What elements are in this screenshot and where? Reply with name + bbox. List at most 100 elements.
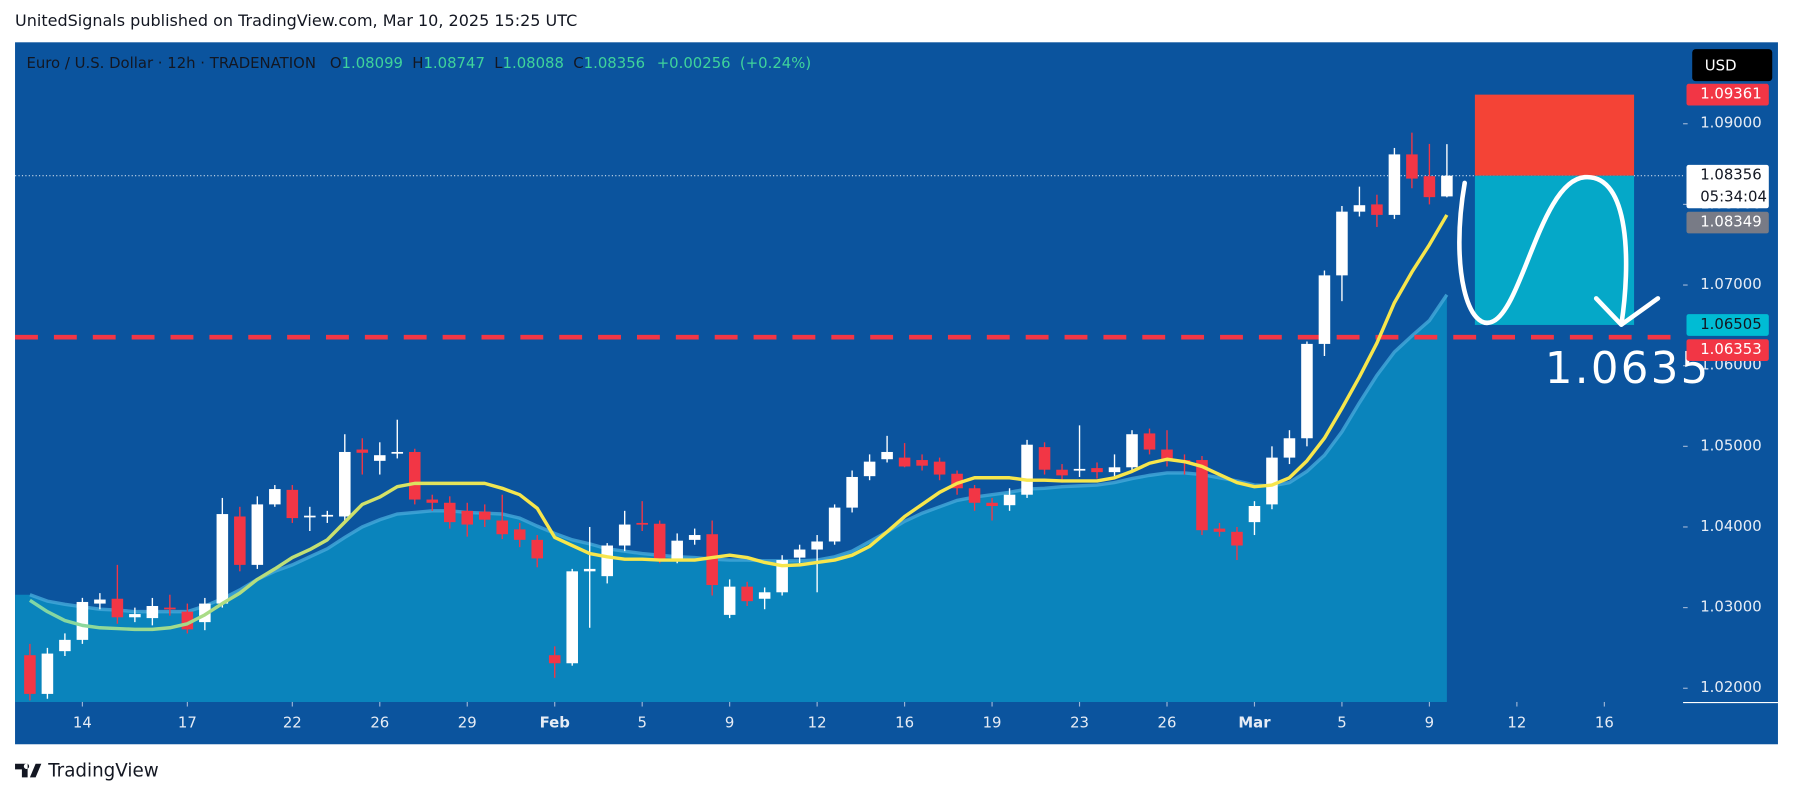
candle-body bbox=[286, 489, 299, 519]
candle-body bbox=[164, 607, 176, 610]
y-tick-label: 1.04000 bbox=[1700, 517, 1761, 535]
x-tick-label: 12 bbox=[1507, 714, 1526, 732]
x-tick-label: Feb bbox=[540, 714, 570, 732]
candle-body bbox=[443, 502, 456, 523]
candle-body bbox=[776, 560, 788, 593]
candle-body bbox=[111, 598, 124, 618]
x-tick-label: 16 bbox=[1595, 714, 1614, 732]
candle-body bbox=[304, 515, 316, 518]
y-tick-label: 1.05000 bbox=[1700, 436, 1761, 454]
y-tick-label: 1.02000 bbox=[1700, 678, 1761, 696]
candle-body bbox=[41, 653, 54, 694]
candle-body bbox=[234, 516, 246, 565]
overlay bbox=[1474, 94, 1635, 325]
candle-body bbox=[653, 523, 666, 561]
candle-body bbox=[1091, 468, 1103, 473]
ohlc-key: H bbox=[412, 54, 423, 72]
price-tag-label: 1.06505 bbox=[1700, 315, 1761, 333]
candle-body bbox=[409, 451, 421, 500]
candle-body bbox=[321, 514, 334, 517]
candle-body bbox=[1336, 211, 1348, 276]
candle-body bbox=[1056, 469, 1068, 476]
ohlc-key: O bbox=[330, 54, 342, 72]
candle-body bbox=[1423, 176, 1436, 198]
candle-body bbox=[146, 605, 159, 619]
candle-body bbox=[496, 520, 509, 535]
stop-zone bbox=[1474, 94, 1635, 176]
logo-mark bbox=[15, 763, 42, 778]
candle-body bbox=[986, 502, 998, 507]
candle-body bbox=[1143, 433, 1156, 450]
ohlc-key: C bbox=[573, 54, 583, 72]
candle-body bbox=[688, 535, 701, 540]
change-percent: (+0.24%) bbox=[740, 54, 811, 72]
y-tick-label: 1.09000 bbox=[1700, 114, 1761, 132]
candle-body bbox=[391, 451, 404, 454]
candle-body bbox=[1266, 457, 1278, 505]
x-tick-label: 19 bbox=[983, 714, 1002, 732]
x-tick-label: Mar bbox=[1238, 714, 1271, 732]
candle-body bbox=[583, 568, 596, 572]
price-tag-label: 1.08349 bbox=[1700, 213, 1761, 231]
candle-body bbox=[1388, 154, 1401, 215]
candle-body bbox=[339, 451, 351, 517]
price-tag bbox=[1686, 314, 1769, 336]
candle-body bbox=[461, 510, 474, 525]
candle-body bbox=[933, 461, 946, 475]
tradingview-logo: TradingView bbox=[15, 761, 159, 782]
candle-body bbox=[601, 545, 613, 577]
candle-body bbox=[76, 601, 89, 640]
candle-body bbox=[1441, 175, 1453, 197]
candle-body bbox=[1108, 467, 1121, 473]
candle-body bbox=[793, 549, 806, 558]
candle-body bbox=[1213, 528, 1226, 532]
x-tick-label: 26 bbox=[370, 714, 389, 732]
currency-label[interactable]: USD bbox=[1705, 56, 1737, 74]
currency-button[interactable] bbox=[1692, 49, 1773, 82]
candle-body bbox=[1406, 154, 1418, 179]
candle-body bbox=[356, 449, 369, 453]
candle-body bbox=[129, 614, 141, 618]
candle-body bbox=[1038, 447, 1051, 470]
x-tick-label: 17 bbox=[178, 714, 197, 732]
candle-body bbox=[1196, 460, 1208, 531]
candle-body bbox=[951, 473, 963, 489]
plot-area bbox=[15, 132, 1684, 702]
x-tick-label: 5 bbox=[1337, 714, 1346, 732]
candle-body bbox=[1318, 275, 1331, 344]
symbol-legend: Euro / U.S. Dollar · 12h · TRADENATION O… bbox=[26, 54, 811, 72]
candle-body bbox=[531, 539, 544, 559]
x-tick-label: 5 bbox=[637, 714, 646, 732]
candle-body bbox=[426, 499, 439, 503]
x-tick-label: 14 bbox=[73, 714, 92, 732]
price-tag bbox=[1686, 83, 1769, 106]
price-tag-label: 1.08356 bbox=[1700, 166, 1761, 184]
price-tag-label: 05:34:04 bbox=[1700, 187, 1767, 205]
candle-body bbox=[863, 461, 876, 477]
ma-line bbox=[28, 214, 1449, 632]
candle-body bbox=[636, 522, 648, 525]
y-tick-label: 1.07000 bbox=[1700, 275, 1761, 293]
drawn-arrow bbox=[1457, 174, 1661, 327]
candle-body bbox=[1003, 494, 1016, 506]
candle-body bbox=[548, 655, 561, 664]
candle-body bbox=[846, 476, 858, 508]
candle-body bbox=[1248, 506, 1261, 523]
candle-body bbox=[1283, 438, 1296, 458]
x-tick-label: 26 bbox=[1158, 714, 1177, 732]
candle-body bbox=[706, 534, 718, 586]
price-tag-label: 1.06353 bbox=[1700, 340, 1761, 358]
candle-body bbox=[513, 529, 526, 540]
candle-body bbox=[881, 451, 893, 460]
candle-body bbox=[1161, 449, 1173, 461]
symbol-name: Euro / U.S. Dollar · 12h · TRADENATION bbox=[26, 54, 315, 72]
candle-body bbox=[811, 541, 823, 550]
candle-body bbox=[24, 655, 36, 694]
price-tag bbox=[1686, 164, 1769, 209]
price-tag bbox=[1686, 339, 1769, 361]
candle-body bbox=[181, 611, 194, 630]
x-tick-label: 22 bbox=[283, 714, 302, 732]
publish-header: UnitedSignals published on TradingView.c… bbox=[15, 11, 577, 30]
x-tick-label: 16 bbox=[895, 714, 914, 732]
